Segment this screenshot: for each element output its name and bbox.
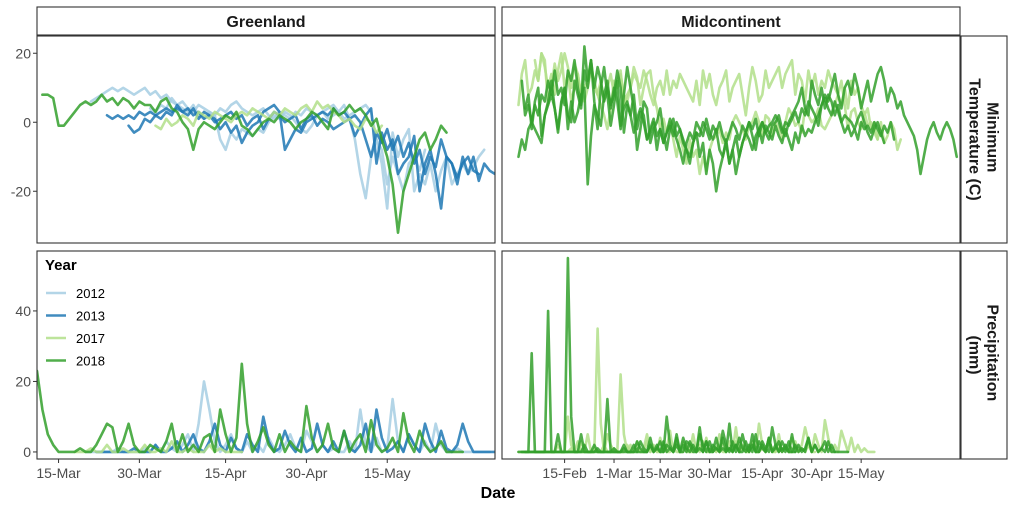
x-tick-label: 15-May (838, 465, 885, 481)
panel-background (502, 36, 960, 243)
legend-items: 2012 2013 2017 2018 (46, 286, 105, 369)
series-line-2018-greenland-temperature-5 (41, 93, 448, 234)
series-line-2018-midcontinent-temperature-3 (520, 58, 896, 176)
panel-background (502, 251, 960, 459)
strip-label-min-temperature-line1: Minimum (984, 102, 1001, 172)
strip-midcontinent (501, 6, 961, 36)
x-tick-label: 30-Mar (117, 465, 162, 481)
panel-border (36, 35, 496, 244)
y-tick-label: 0 (23, 444, 31, 460)
x-tick-label: 15-Apr (741, 465, 783, 481)
panel-border (36, 250, 496, 460)
x-tick-label: 30-Apr (791, 465, 833, 481)
strip-precipitation (960, 250, 1008, 460)
series-line-2013-greenland-precipitation-1 (95, 408, 495, 454)
x-tick-label: 30-Apr (285, 465, 327, 481)
legend-label-2012: 2012 (76, 286, 105, 301)
strip-min-temperature (960, 35, 1008, 244)
strip-label-precipitation-line2: (mm) (966, 335, 983, 374)
panel-midcontinent-temperature (501, 35, 961, 244)
x-axis-title: Date (481, 485, 516, 502)
legend-label-2013: 2013 (76, 309, 105, 324)
x-tick-label: 30-Mar (687, 465, 732, 481)
series-line-2013-greenland-temperature-3 (127, 103, 481, 210)
series-lines (37, 362, 495, 454)
y-tick-label: 0 (23, 114, 31, 130)
x-tick-label: 1-Mar (596, 465, 633, 481)
strip-label-precipitation: Precipitation (mm) (966, 304, 1001, 405)
legend-label-2018: 2018 (76, 354, 105, 369)
series-lines (517, 256, 876, 454)
strip-label-greenland: Greenland (226, 14, 305, 31)
x-tick-label: 15-May (364, 465, 411, 481)
x-tick-label: 15-Feb (542, 465, 587, 481)
panel-greenland-temperature: 20 0 -20 (11, 35, 496, 244)
series-line-2018-greenland-precipitation-3 (37, 362, 465, 454)
legend: Year 2012 2013 2017 2018 (45, 257, 105, 369)
series-lines (517, 45, 959, 193)
y-tick-label: 40 (15, 303, 31, 319)
panel-midcontinent-precipitation: 15-Feb 1-Mar 15-Mar 30-Mar 15-Apr 30-Apr 15-Ma… (501, 250, 961, 481)
series-line-2018-midcontinent-precipitation-4 (523, 425, 850, 454)
y-tick-label: -20 (11, 183, 31, 199)
strip-label-midcontinent: Midcontinent (681, 14, 781, 31)
strip-label-precipitation-line1: Precipitation (984, 304, 1001, 401)
strip-greenland (36, 6, 496, 36)
series-lines (41, 86, 495, 234)
panel-border (501, 35, 961, 244)
legend-label-2017: 2017 (76, 331, 105, 346)
x-tick-label: 15-Mar (638, 465, 683, 481)
panel-greenland-precipitation: 40 20 0 15-Mar 30-Mar 15-Apr 30-Apr 15-May (15, 250, 496, 481)
x-tick-label: 15-Mar (36, 465, 81, 481)
panel-border (501, 250, 961, 460)
y-tick-label: 20 (15, 45, 31, 61)
legend-title: Year (45, 257, 77, 274)
strip-label-min-temperature: Minimum Temperature (C) (966, 78, 1001, 200)
series-line-2018-midcontinent-temperature-4 (523, 65, 959, 193)
y-tick-label: 20 (15, 373, 31, 389)
strip-label-min-temperature-line2: Temperature (C) (966, 78, 983, 200)
x-tick-label: 15-Apr (205, 465, 247, 481)
